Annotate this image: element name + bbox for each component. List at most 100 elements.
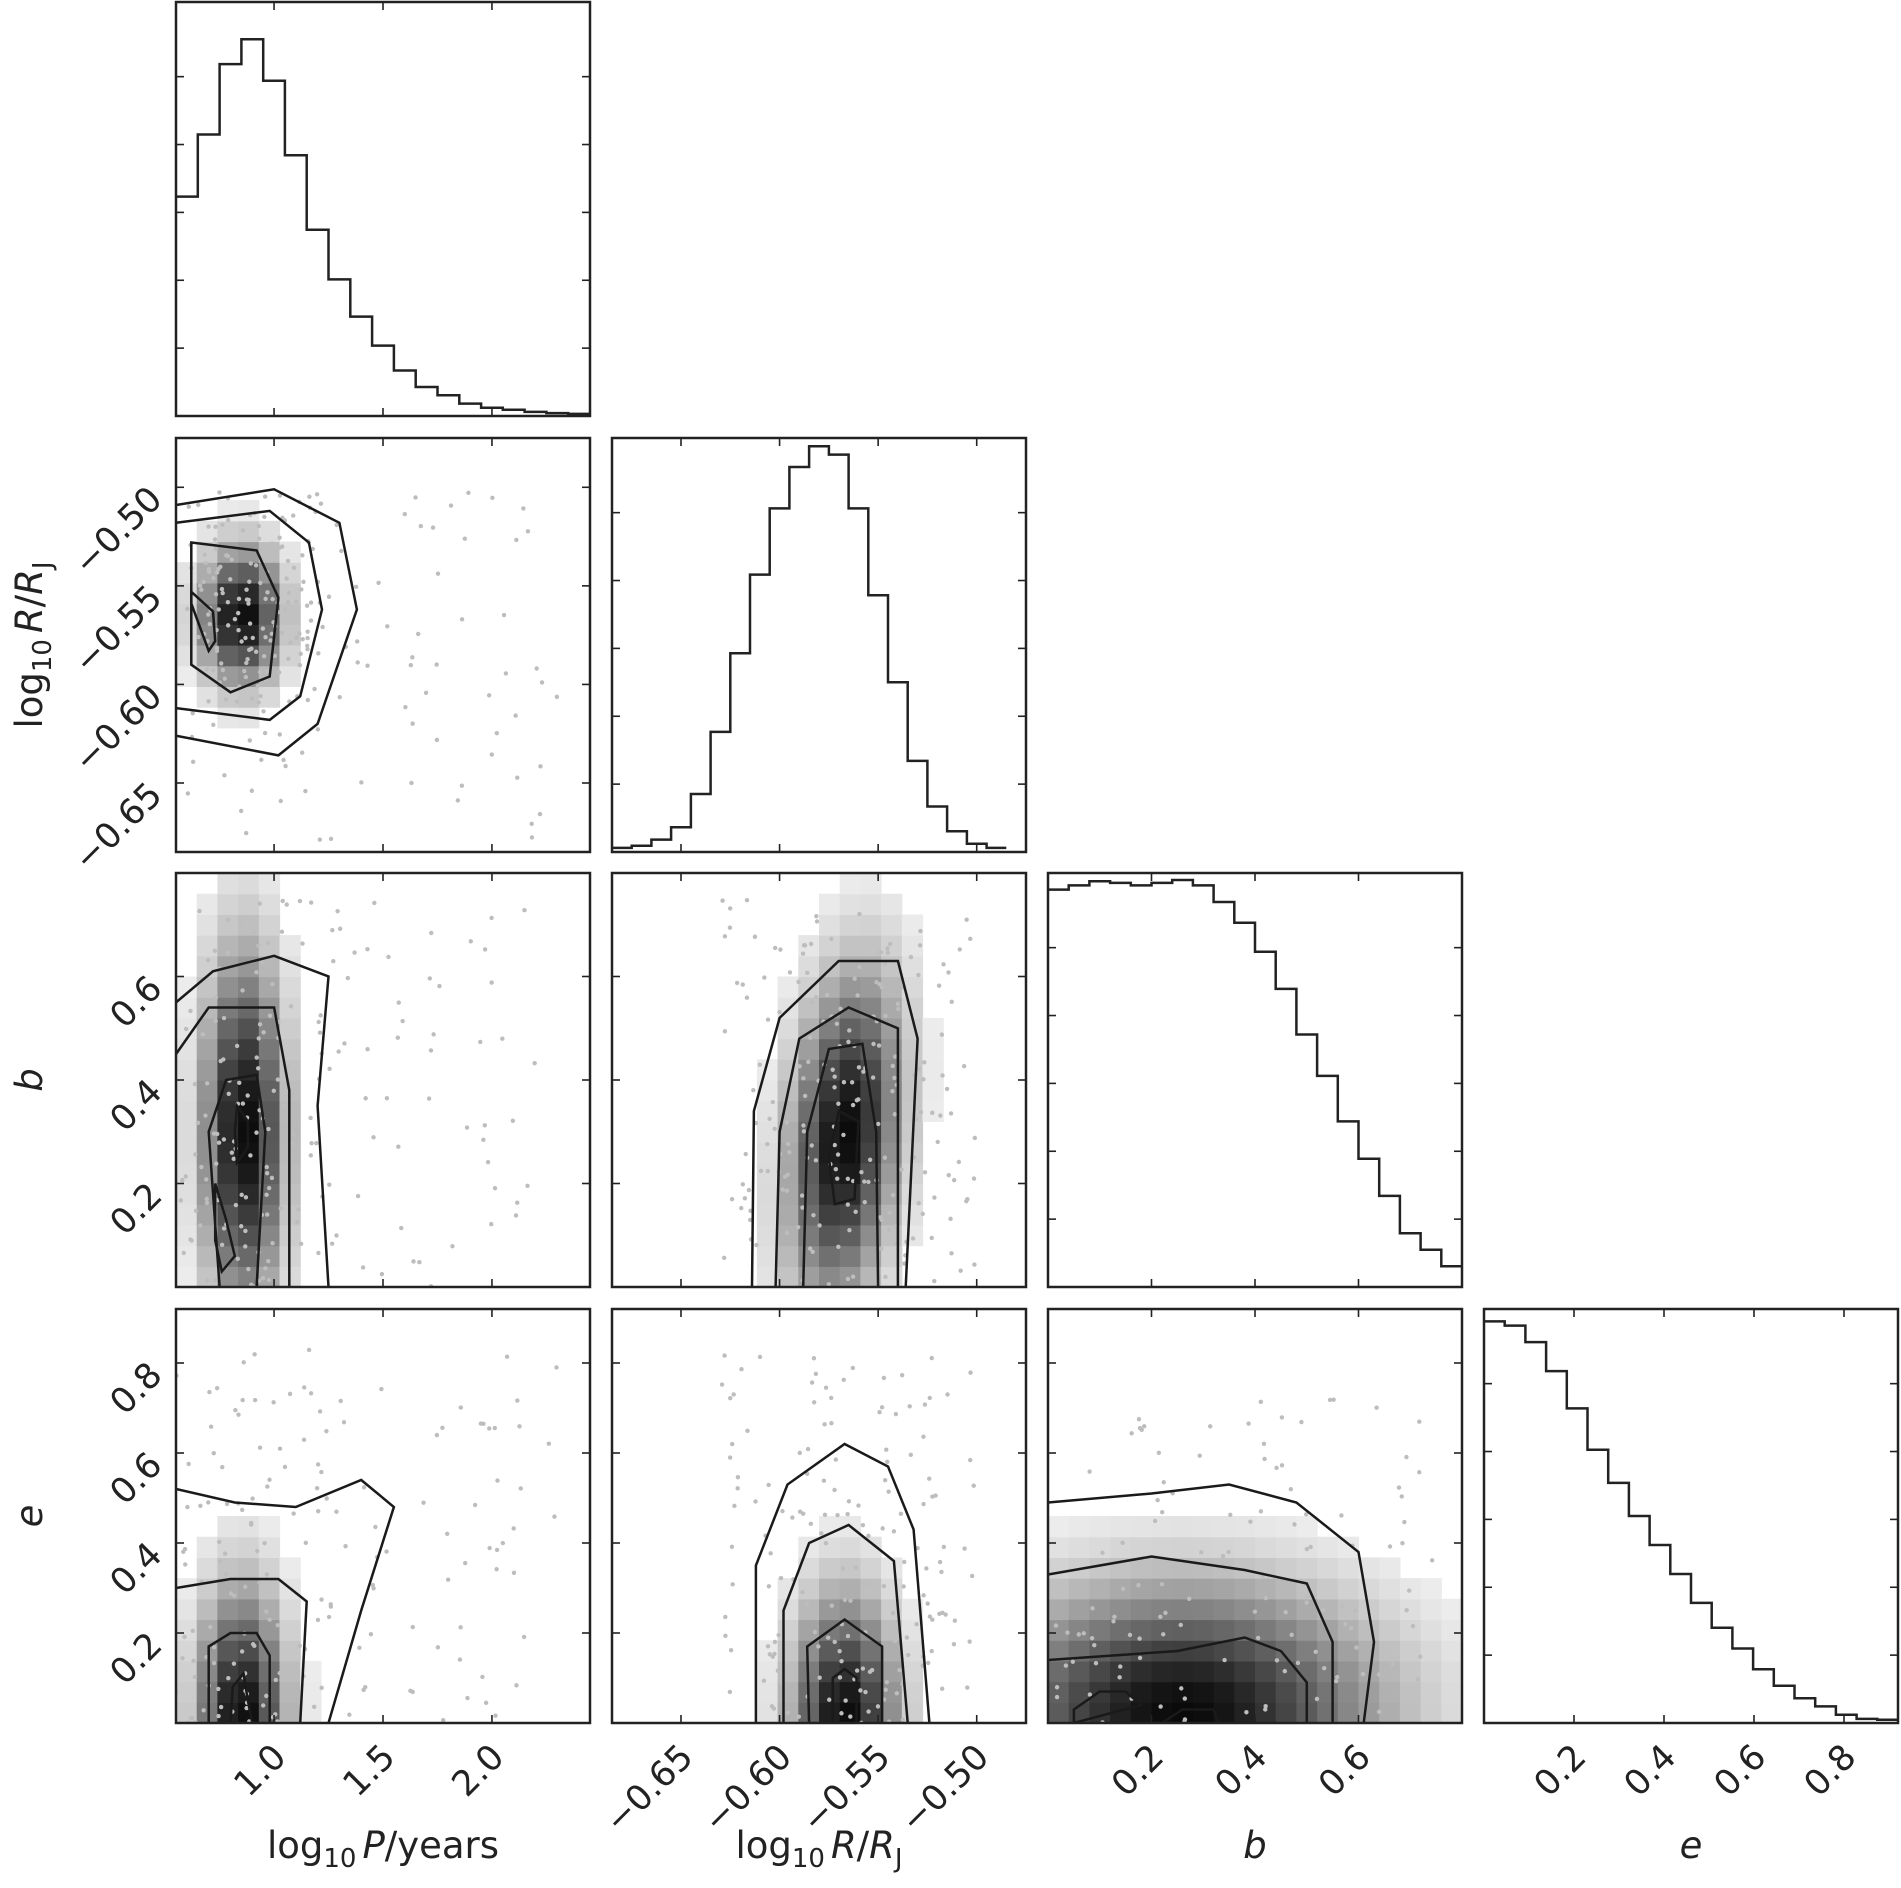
scatter-point	[1274, 1658, 1280, 1663]
scatter-point	[853, 1565, 859, 1570]
density-cell	[1130, 1640, 1153, 1662]
scatter-point	[1162, 1569, 1167, 1575]
scatter-point	[260, 960, 265, 965]
scatter-point	[492, 1186, 498, 1191]
scatter-point	[853, 1209, 858, 1215]
density-cell	[196, 541, 218, 563]
scatter-point	[843, 1698, 848, 1703]
scatter-point	[739, 1367, 744, 1372]
scatter-point	[186, 504, 192, 509]
scatter-point	[962, 1546, 967, 1551]
scatter-point	[205, 958, 211, 963]
scatter-point	[929, 1355, 934, 1361]
scatter-point	[269, 631, 275, 637]
panel-e-vs-logR	[610, 1307, 1028, 1725]
density-cell	[238, 1080, 260, 1102]
density-cell	[819, 1598, 841, 1621]
scatter-point	[221, 1226, 227, 1231]
scatter-point	[494, 1547, 500, 1553]
scatter-point	[767, 1116, 772, 1122]
density-cell	[819, 955, 841, 978]
scatter-point	[893, 1054, 898, 1059]
scatter-point	[352, 950, 357, 955]
scatter-point	[234, 699, 240, 704]
density-cell	[1110, 1578, 1132, 1600]
scatter-point	[306, 1347, 312, 1353]
scatter-point	[1139, 1427, 1144, 1433]
scatter-point	[938, 1113, 943, 1118]
scatter-point	[1100, 1550, 1105, 1556]
density-cell	[176, 1100, 198, 1122]
y-tick-label: 0.6	[103, 1445, 171, 1513]
scatter-point	[249, 788, 255, 793]
scatter-point	[525, 529, 531, 534]
scatter-point	[1304, 1546, 1310, 1552]
scatter-point	[493, 1713, 498, 1718]
scatter-point	[206, 1500, 211, 1505]
density-cell	[279, 1038, 301, 1060]
density-cell	[217, 914, 239, 936]
density-cell	[881, 976, 903, 998]
density-cell	[1151, 1681, 1173, 1703]
scatter-point	[240, 988, 245, 993]
scatter-point	[434, 737, 440, 743]
scatter-point	[534, 666, 539, 671]
contour-line	[827, 1109, 860, 1206]
density-cell	[238, 1557, 260, 1579]
x-tick-label: 0.6	[1707, 1737, 1775, 1805]
density-cell	[238, 520, 260, 543]
density-cell	[279, 541, 301, 563]
scatter-point	[241, 1360, 246, 1365]
scatter-point	[752, 934, 758, 939]
scatter-point	[385, 624, 390, 629]
scatter-point	[269, 541, 275, 546]
scatter-point	[317, 837, 323, 842]
scatter-point	[1228, 1512, 1233, 1518]
scatter-point	[320, 624, 325, 630]
density-cell	[1317, 1660, 1339, 1683]
density-cell	[1296, 1640, 1318, 1662]
density-cell	[1130, 1681, 1153, 1703]
contour-line	[207, 1631, 271, 1723]
scatter-point	[262, 730, 268, 736]
scatter-point	[190, 710, 195, 716]
density-cell	[1151, 1536, 1173, 1558]
scatter-point	[236, 628, 241, 633]
scatter-point	[1299, 1419, 1304, 1425]
scatter-point	[410, 655, 415, 660]
scatter-point	[949, 999, 954, 1004]
scatter-point	[754, 1242, 759, 1248]
scatter-point	[797, 1064, 802, 1069]
scatter-point	[554, 694, 560, 700]
scatter-point	[728, 1648, 734, 1653]
scatter-point	[850, 1274, 856, 1279]
scatter-point	[832, 1085, 837, 1090]
density-cell	[258, 893, 281, 915]
density-cell	[839, 976, 861, 998]
scatter-point	[363, 1096, 368, 1101]
scatter-point	[826, 1281, 832, 1287]
density-cell	[238, 1702, 260, 1723]
scatter-point	[299, 750, 305, 755]
scatter-point	[813, 1371, 819, 1377]
scatter-point	[1155, 1497, 1160, 1503]
scatter-point	[384, 1549, 389, 1554]
density-cell	[1234, 1578, 1256, 1600]
density-cell	[1192, 1702, 1215, 1723]
scatter-point	[1304, 1600, 1309, 1605]
scatter-point	[1076, 1632, 1082, 1637]
density-cell	[1275, 1516, 1297, 1538]
scatter-point	[318, 1013, 323, 1018]
density-cell	[279, 624, 301, 646]
scatter-point	[885, 950, 890, 955]
density-cell	[1379, 1557, 1401, 1579]
scatter-point	[284, 902, 289, 907]
scatter-point	[485, 1159, 491, 1165]
density-cell	[1255, 1536, 1277, 1558]
contour-line	[750, 959, 919, 1287]
scatter-point	[265, 940, 271, 945]
scatter-point	[423, 690, 429, 695]
scatter-point	[832, 1142, 837, 1148]
scatter-point	[206, 612, 211, 617]
scatter-point	[814, 919, 820, 924]
